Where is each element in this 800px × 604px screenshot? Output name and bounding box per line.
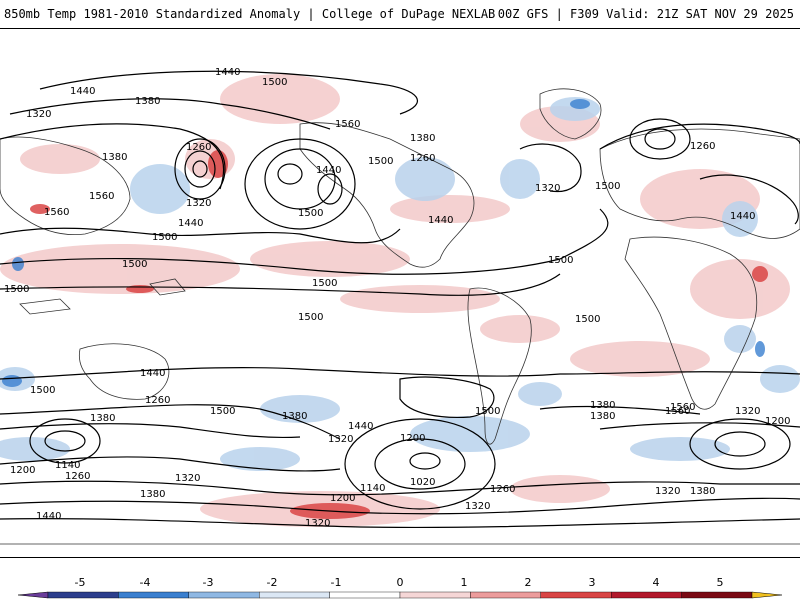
contour-label: 1020 [410, 477, 435, 488]
colorbar-tick: 5 [716, 576, 724, 589]
contour-label: 1440 [70, 86, 95, 97]
contour-label: 1560 [335, 119, 360, 130]
colorbar-svg [17, 591, 783, 599]
colorbar-end-low [17, 591, 49, 599]
colorbar-tick: -1 [330, 576, 342, 589]
contour-label: 1500 [4, 284, 29, 295]
colorbar-segment [399, 591, 471, 599]
contour-label: 1200 [10, 465, 35, 476]
contour-label: 1320 [26, 109, 51, 120]
contour-label: 1380 [410, 133, 435, 144]
colorbar-tick: 1 [460, 576, 468, 589]
contour-label: 1500 [475, 406, 500, 417]
colorbar-segment [259, 591, 330, 599]
colorbar-segment [540, 591, 612, 599]
colorbar-segment [470, 591, 541, 599]
contour-label: 1560 [44, 207, 69, 218]
contour-label: 1560 [670, 402, 695, 413]
colorbar-tick: 2 [524, 576, 532, 589]
contour-label: 1320 [735, 406, 760, 417]
anomaly-colorbar [0, 560, 800, 600]
contour-label: 1380 [135, 96, 160, 107]
contour-label: 1380 [102, 152, 127, 163]
map-canvas: 1440 1500 1380 1320 1560 1260 1440 1500 … [0, 67, 800, 545]
colorbar-segment [188, 591, 260, 599]
colorbar-tick: -5 [74, 576, 86, 589]
continent-outlines [0, 88, 800, 545]
colorbar-tick: 4 [652, 576, 660, 589]
colorbar-tick: 3 [588, 576, 596, 589]
contour-label: 1500 [210, 406, 235, 417]
cool-anomaly-fill [0, 97, 800, 471]
colorbar-segment [47, 591, 119, 599]
contour-label: 1380 [282, 411, 307, 422]
contour-label: 1500 [368, 156, 393, 167]
contour-label: 1320 [305, 518, 330, 529]
contour-labels: 1440 1500 1380 1320 1560 1260 1440 1500 … [4, 67, 790, 529]
contour-label: 1500 [298, 312, 323, 323]
contour-label: 1440 [316, 165, 341, 176]
contour-label: 1440 [178, 218, 203, 229]
colorbar-end-high [751, 591, 783, 599]
contour-label: 1500 [595, 181, 620, 192]
colorbar-segment [118, 591, 190, 599]
height-contours [0, 70, 800, 529]
colorbar-tick: 0 [396, 576, 404, 589]
contour-label: 1260 [65, 471, 90, 482]
contour-label: 1320 [328, 434, 353, 445]
contour-label: 1380 [140, 489, 165, 500]
contour-label: 1440 [36, 511, 61, 522]
contour-label: 1380 [590, 411, 615, 422]
contour-label: 1320 [186, 198, 211, 209]
contour-label: 1500 [548, 255, 573, 266]
colorbar-segment [681, 591, 753, 599]
header: 850mb Temp 1981-2010 Standardized Anomal… [0, 0, 800, 28]
contour-label: 1440 [140, 368, 165, 379]
contour-label: 1500 [312, 278, 337, 289]
contour-label: 1380 [90, 413, 115, 424]
contour-label: 1560 [665, 406, 690, 417]
contour-label: 1260 [410, 153, 435, 164]
contour-label: 1500 [122, 259, 147, 270]
anomaly-map: 1440 1500 1380 1320 1560 1260 1440 1500 … [0, 28, 800, 558]
contour-label: 1320 [175, 473, 200, 484]
contour-label: 1440 [428, 215, 453, 226]
colorbar-tick: -4 [139, 576, 151, 589]
contour-label: 1260 [490, 484, 515, 495]
contour-label: 1560 [89, 191, 114, 202]
contour-label: 1200 [400, 433, 425, 444]
colorbar-tick: -3 [202, 576, 214, 589]
contour-label: 1140 [55, 460, 80, 471]
contour-label: 1200 [330, 493, 355, 504]
contour-label: 1200 [765, 416, 790, 427]
colorbar-segment [329, 591, 401, 599]
contour-label: 1140 [360, 483, 385, 494]
contour-label: 1380 [690, 486, 715, 497]
colorbar-tick: -2 [266, 576, 278, 589]
map-title: 850mb Temp 1981-2010 Standardized Anomal… [4, 7, 496, 21]
contour-label: 1440 [215, 67, 240, 78]
contour-label: 1440 [730, 211, 755, 222]
warm-anomaly-fill [0, 74, 790, 527]
contour-label: 1320 [465, 501, 490, 512]
contour-label: 1500 [152, 232, 177, 243]
contour-label: 1500 [30, 385, 55, 396]
contour-label: 1500 [298, 208, 323, 219]
contour-label: 1320 [535, 183, 560, 194]
contour-label: 1500 [575, 314, 600, 325]
contour-label: 1500 [262, 77, 287, 88]
contour-label: 1260 [186, 142, 211, 153]
colorbar-segment [611, 591, 682, 599]
contour-label: 1380 [590, 400, 615, 411]
contour-label: 1320 [655, 486, 680, 497]
contour-label: 1260 [690, 141, 715, 152]
strong-cool-anomaly [2, 99, 765, 387]
contour-label: 1440 [348, 421, 373, 432]
contour-label: 1260 [145, 395, 170, 406]
model-run-info: 00Z GFS | F309 Valid: 21Z SAT NOV 29 202… [497, 7, 794, 21]
